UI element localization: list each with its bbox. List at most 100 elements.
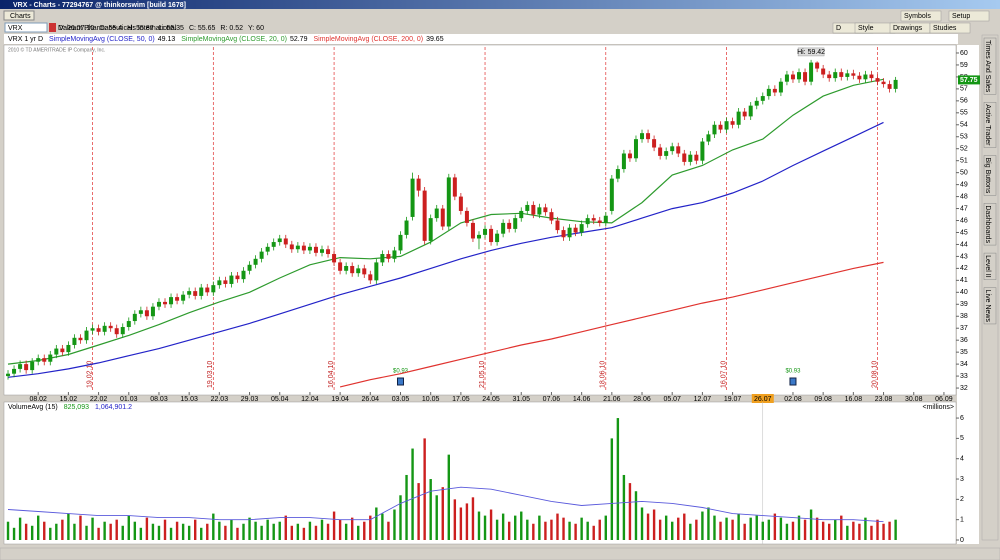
expiration-label: 19.02.10 xyxy=(86,361,93,388)
moving-average xyxy=(7,78,884,365)
x-tick-label: 15.03 xyxy=(180,396,198,403)
chart-title: VRX 1 yr D xyxy=(8,36,43,43)
button[interactable] xyxy=(900,10,942,22)
x-tick-label: 31.05 xyxy=(512,396,530,403)
side-tab[interactable]: Big Buttons xyxy=(984,158,991,194)
volume-bar xyxy=(701,511,704,540)
candle-body xyxy=(144,310,149,317)
volume-bar xyxy=(876,519,879,540)
right-axis xyxy=(957,45,979,544)
candle-body xyxy=(688,154,693,162)
candle-body xyxy=(428,218,433,241)
candle-body xyxy=(344,265,349,271)
side-tab-frame[interactable] xyxy=(983,37,997,95)
volume-bar xyxy=(67,513,70,540)
x-tick-label: 09.08 xyxy=(814,396,832,403)
candle-body xyxy=(833,72,838,79)
button-label[interactable]: Symbols xyxy=(904,13,931,20)
button-label[interactable]: Drawings xyxy=(893,25,923,32)
volume-bar xyxy=(791,521,795,540)
volume-bar xyxy=(725,517,728,540)
volume-bar xyxy=(803,519,807,540)
candle-body xyxy=(18,364,23,369)
expiration-label: 21.05.10 xyxy=(479,361,486,388)
button-label[interactable]: D xyxy=(836,25,841,32)
candle-body xyxy=(380,254,385,263)
volume-bar xyxy=(501,513,505,540)
candle-body xyxy=(404,220,409,235)
button[interactable] xyxy=(948,10,990,22)
tab[interactable] xyxy=(3,10,35,21)
volume-value: 825,093 xyxy=(64,404,89,411)
volume-bar xyxy=(73,523,76,540)
y-tick-label: 3 xyxy=(960,476,964,483)
button-label[interactable]: Studies xyxy=(933,25,957,32)
x-tick-label: 19.07 xyxy=(724,396,742,403)
volume-bar xyxy=(429,479,432,540)
candle-body xyxy=(350,265,355,274)
y-tick-label: 39 xyxy=(960,301,968,308)
candle-body xyxy=(108,325,113,329)
side-tab[interactable]: Dashboards xyxy=(984,205,991,243)
legend-entry: SimpleMovingAvg (CLOSE, 20, 0) xyxy=(181,36,287,43)
side-tab-frame[interactable] xyxy=(983,155,997,196)
volume-bar xyxy=(139,527,143,540)
volume-bar xyxy=(417,483,420,540)
candle-body xyxy=(621,153,626,170)
symbol[interactable]: VRX xyxy=(8,25,23,32)
candle-body xyxy=(513,218,518,229)
candle-body xyxy=(730,121,735,125)
volume-bar xyxy=(187,525,191,540)
side-tab-frame[interactable] xyxy=(983,252,997,280)
candle-body xyxy=(652,139,657,148)
button-label[interactable]: Setup xyxy=(952,13,970,20)
x-tick-label: 03.05 xyxy=(392,396,410,403)
candle-body xyxy=(434,208,439,219)
side-tab[interactable]: Live News xyxy=(984,290,991,323)
y-tick-label: 43 xyxy=(960,253,968,260)
candle-body xyxy=(495,233,500,243)
candle-body xyxy=(573,227,578,233)
quote-field: Y: 60 xyxy=(248,25,264,32)
candle-body xyxy=(863,74,868,80)
y-tick-label: 41 xyxy=(960,277,968,284)
volume-bar xyxy=(206,523,209,540)
candle-body xyxy=(175,297,180,301)
side-tab[interactable]: Active Trader xyxy=(984,104,991,146)
candle-body xyxy=(235,275,240,280)
candle-body xyxy=(627,153,632,159)
volume-bar xyxy=(447,454,450,540)
symbol-input[interactable] xyxy=(4,22,48,33)
volume-bar xyxy=(308,521,312,540)
button[interactable] xyxy=(929,22,971,34)
volume-bar xyxy=(332,511,336,540)
volume-bar xyxy=(163,519,167,540)
side-tab-frame[interactable] xyxy=(983,287,997,325)
button-label[interactable]: Style xyxy=(858,25,874,32)
side-tab-frame[interactable] xyxy=(983,203,997,246)
last-price: 57.75 xyxy=(960,77,978,84)
x-tick-label: 12.04 xyxy=(301,396,319,403)
volume-avg-value: 1,064,901.2 xyxy=(95,404,132,411)
side-tab[interactable]: Times And Sales xyxy=(984,40,991,93)
expiration-label: 19.03.10 xyxy=(207,361,214,388)
volume-bar xyxy=(767,519,771,540)
candle-body xyxy=(313,246,318,253)
volume-bar xyxy=(834,519,837,540)
volume-bar xyxy=(671,521,674,540)
candle-body xyxy=(784,74,789,82)
candle-body xyxy=(615,169,620,179)
volume-bar xyxy=(616,418,620,540)
tab-label[interactable]: Charts xyxy=(10,13,31,20)
volume-bar xyxy=(103,521,106,540)
volume-bar xyxy=(840,515,843,540)
volume-bar xyxy=(761,521,764,540)
candle-body xyxy=(12,368,17,374)
side-tab-frame[interactable] xyxy=(983,102,997,148)
side-tab[interactable]: Level II xyxy=(984,255,991,278)
legend-value: 49.13 xyxy=(158,36,176,43)
volume-bar xyxy=(242,523,245,540)
candle-body xyxy=(410,178,415,217)
volume-bar xyxy=(888,521,891,540)
